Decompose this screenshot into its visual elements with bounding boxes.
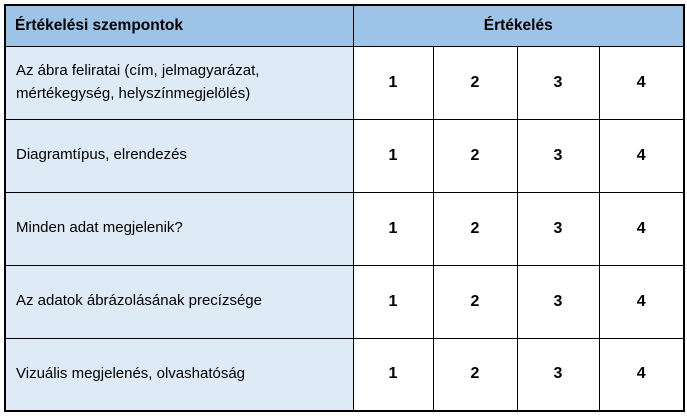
rating-cell-1[interactable]: 1 [352,45,434,120]
criterion-label: Minden adat megjelenik? [4,191,354,266]
rating-cell-2[interactable]: 2 [432,118,518,193]
rating-cell-4[interactable]: 4 [598,118,685,193]
rubric-table: Értékelési szempontok Értékelés Az ábra … [4,4,685,412]
rating-cell-1[interactable]: 1 [352,337,434,412]
rating-cell-3[interactable]: 3 [516,191,600,266]
header-row: Értékelési szempontok Értékelés [4,4,685,47]
table-row: Az adatok ábrázolásának precízsége 1 2 3… [4,264,685,339]
rating-cell-3[interactable]: 3 [516,45,600,120]
criterion-label: Vizuális megjelenés, olvashatóság [4,337,354,412]
rating-cell-3[interactable]: 3 [516,118,600,193]
rating-cell-2[interactable]: 2 [432,45,518,120]
table-row: Minden adat megjelenik? 1 2 3 4 [4,191,685,266]
rating-cell-4[interactable]: 4 [598,191,685,266]
table-row: Vizuális megjelenés, olvashatóság 1 2 3 … [4,337,685,412]
rating-cell-3[interactable]: 3 [516,264,600,339]
rating-cell-1[interactable]: 1 [352,118,434,193]
rating-cell-4[interactable]: 4 [598,337,685,412]
rating-cell-1[interactable]: 1 [352,191,434,266]
rating-cell-3[interactable]: 3 [516,337,600,412]
rating-cell-4[interactable]: 4 [598,45,685,120]
criterion-label: Az ábra feliratai (cím, jelmagyarázat, m… [4,45,354,120]
rating-header: Értékelés [352,4,685,47]
rating-cell-2[interactable]: 2 [432,264,518,339]
table-row: Diagramtípus, elrendezés 1 2 3 4 [4,118,685,193]
rating-cell-1[interactable]: 1 [352,264,434,339]
criteria-header: Értékelési szempontok [4,4,354,47]
rating-cell-2[interactable]: 2 [432,337,518,412]
evaluation-rubric: Értékelési szempontok Értékelés Az ábra … [4,4,685,412]
table-row: Az ábra feliratai (cím, jelmagyarázat, m… [4,45,685,120]
criterion-label: Diagramtípus, elrendezés [4,118,354,193]
criterion-label: Az adatok ábrázolásának precízsége [4,264,354,339]
rating-cell-4[interactable]: 4 [598,264,685,339]
rating-cell-2[interactable]: 2 [432,191,518,266]
